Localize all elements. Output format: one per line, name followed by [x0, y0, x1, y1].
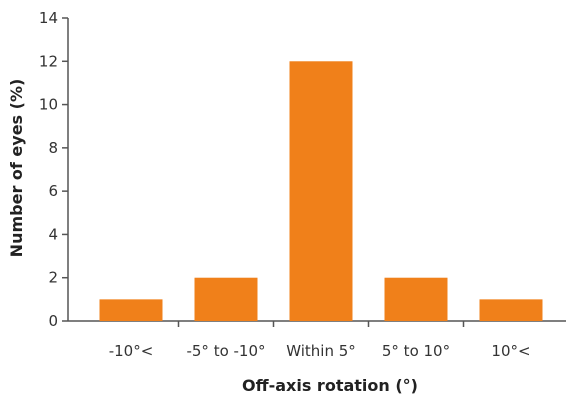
x-tick-label: Within 5° — [286, 342, 356, 360]
bar — [99, 299, 163, 321]
y-tick-label: 0 — [48, 312, 58, 330]
y-tick-label: 14 — [39, 9, 58, 27]
y-tick-label: 2 — [48, 269, 58, 287]
bars — [99, 61, 543, 322]
y-axis: 0 2 4 6 8 10 12 14 — [39, 9, 69, 330]
x-tick-label: -10°< — [109, 342, 154, 360]
x-tick-label: 10°< — [491, 342, 530, 360]
bar — [194, 277, 258, 321]
y-tick-label: 12 — [39, 52, 58, 70]
y-tick-label: 4 — [48, 225, 58, 243]
x-axis — [68, 320, 566, 327]
x-tick-label: 5° to 10° — [382, 342, 450, 360]
x-tick-labels: -10°< -5° to -10° Within 5° 5° to 10° 10°< — [109, 342, 531, 360]
y-axis-title: Number of eyes (%) — [7, 79, 26, 258]
y-tick-label: 8 — [48, 139, 58, 157]
x-axis-title: Off-axis rotation (°) — [242, 376, 418, 395]
y-tick-label: 6 — [48, 182, 58, 200]
x-tick-label: -5° to -10° — [186, 342, 265, 360]
y-tick-label: 10 — [39, 96, 58, 114]
bar — [479, 299, 543, 321]
bar — [384, 277, 448, 321]
bar — [289, 61, 353, 322]
